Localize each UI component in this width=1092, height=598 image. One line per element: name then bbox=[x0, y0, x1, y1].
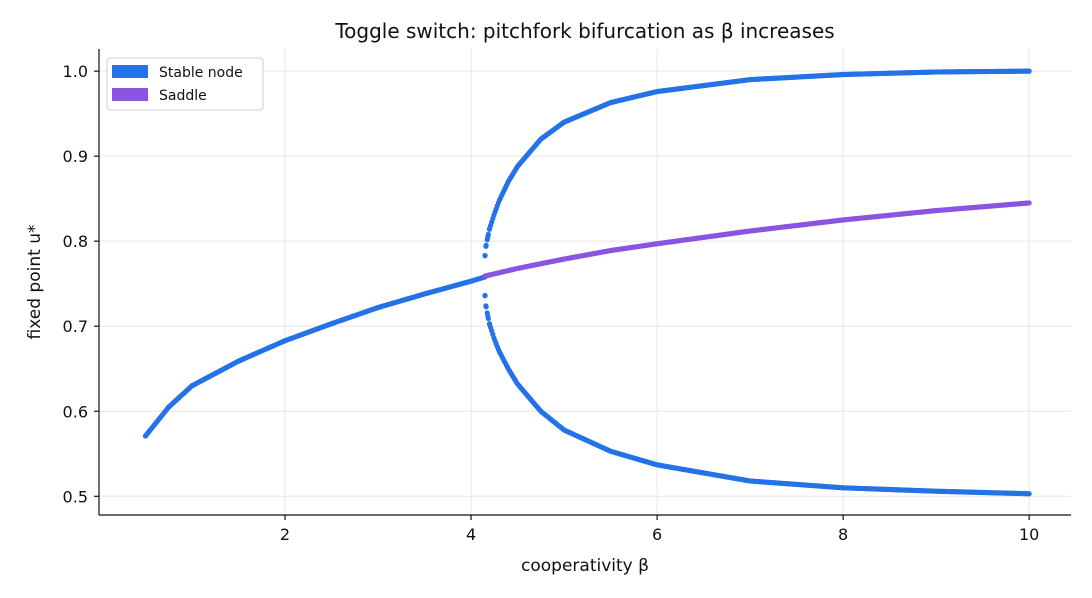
point-stable-node bbox=[166, 404, 172, 410]
point-stable-node bbox=[482, 253, 488, 259]
point-stable-node bbox=[485, 313, 491, 319]
y-tick-label: 1.0 bbox=[63, 62, 88, 81]
point-saddle bbox=[607, 247, 614, 254]
grid-layer bbox=[99, 49, 1071, 515]
point-stable-node bbox=[483, 243, 489, 249]
y-tick-label: 0.6 bbox=[63, 402, 88, 421]
point-saddle bbox=[1026, 200, 1032, 206]
point-stable-node bbox=[485, 234, 491, 240]
point-saddle bbox=[514, 265, 521, 271]
y-tick-label: 0.8 bbox=[63, 232, 88, 251]
point-stable-node bbox=[189, 383, 195, 389]
chart-title: Toggle switch: pitchfork bifurcation as … bbox=[334, 19, 834, 43]
legend-label-saddle: Saddle bbox=[159, 88, 207, 104]
point-stable-node bbox=[487, 321, 493, 328]
point-stable-node bbox=[1026, 491, 1032, 497]
point-stable-node bbox=[235, 358, 242, 364]
x-tick-label: 8 bbox=[838, 525, 848, 544]
axes-layer bbox=[98, 49, 1071, 516]
ticks-layer: 2 4 6 8 10 0.5 0.6 0.7 0.8 0.9 1.0 bbox=[63, 62, 1040, 544]
legend-label-stable-node: Stable node bbox=[159, 65, 243, 81]
x-tick-label: 4 bbox=[466, 525, 476, 544]
point-stable-node bbox=[482, 293, 488, 299]
x-tick-label: 10 bbox=[1019, 525, 1039, 544]
legend-swatch-saddle bbox=[112, 88, 148, 101]
y-tick-label: 0.7 bbox=[63, 317, 88, 336]
legend: Stable node Saddle bbox=[106, 57, 264, 111]
y-tick-label: 0.5 bbox=[63, 487, 88, 506]
y-axis-label: fixed point u* bbox=[25, 225, 45, 340]
point-stable-node bbox=[483, 303, 489, 309]
point-stable-node bbox=[1026, 68, 1032, 74]
x-axis-label: cooperativity β bbox=[521, 556, 649, 576]
point-stable-node bbox=[142, 433, 149, 439]
y-tick-label: 0.9 bbox=[63, 147, 88, 166]
point-stable-node bbox=[487, 225, 493, 232]
legend-swatch-stable-node bbox=[112, 65, 148, 78]
point-saddle bbox=[561, 256, 567, 262]
x-tick-label: 6 bbox=[652, 525, 662, 544]
data-layer bbox=[142, 68, 1032, 497]
x-tick-label: 2 bbox=[280, 525, 290, 544]
point-saddle bbox=[482, 273, 488, 279]
